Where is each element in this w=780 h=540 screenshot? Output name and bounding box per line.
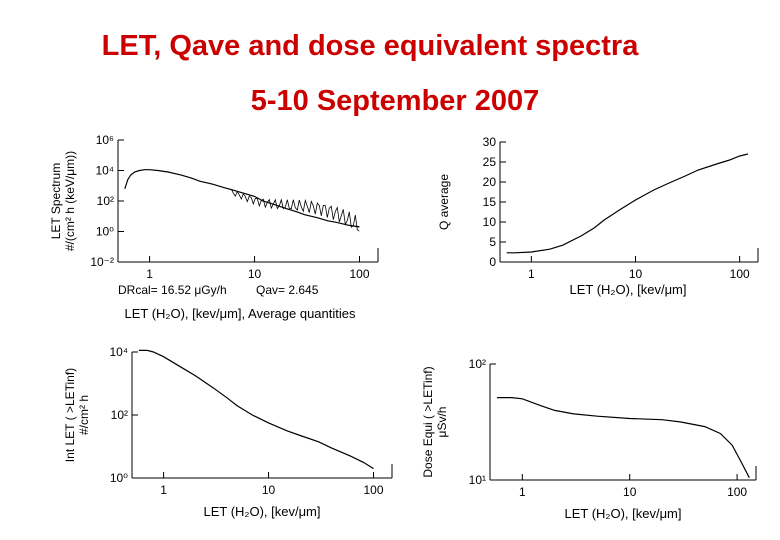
integral-let-x-tick-label: 10 bbox=[262, 483, 276, 497]
let-spectrum-y-label-line2: #/(cm² h (keV/μm)) bbox=[63, 151, 77, 251]
integral-let-y-tick-label: 10⁰ bbox=[110, 471, 128, 485]
dose-equivalent-y-label-line1: Dose Equi ( >LETinf) bbox=[421, 366, 435, 477]
dose-equivalent-x-tick-label: 10 bbox=[623, 485, 637, 499]
q-average-y-label: Q average bbox=[437, 174, 451, 230]
let-spectrum-y-tick-label: 10⁻² bbox=[90, 255, 114, 269]
integral-let-y-tick-label: 10⁴ bbox=[109, 345, 128, 359]
q-average-x-label: LET (H₂O), [kev/μm] bbox=[569, 282, 686, 297]
q-average-x-tick-label: 1 bbox=[528, 267, 535, 281]
q-average-y-tick-label: 10 bbox=[483, 215, 497, 229]
integral-let-x-label: LET (H₂O), [kev/μm] bbox=[203, 504, 320, 519]
q-average-x-tick-label: 100 bbox=[730, 267, 750, 281]
let-spectrum-x-label: LET (H₂O), [kev/μm], Average quantities bbox=[125, 306, 356, 321]
dose-equivalent-x-tick-label: 100 bbox=[727, 485, 747, 499]
let-spectrum-series-noise bbox=[230, 188, 360, 232]
q-average-series-line bbox=[506, 153, 749, 254]
q-average-y-tick-label: 25 bbox=[483, 155, 497, 169]
let-spectrum-y-label-line1: LET Spectrum bbox=[49, 163, 63, 239]
integral-let-x-tick-label: 1 bbox=[160, 483, 167, 497]
q-average-y-tick-label: 0 bbox=[489, 255, 496, 269]
let-spectrum-series-line bbox=[124, 169, 360, 228]
integral-let-series-line bbox=[138, 349, 374, 470]
let-spectrum-x-tick-label: 100 bbox=[350, 267, 370, 281]
page-subtitle: 5-10 September 2007 bbox=[250, 85, 540, 117]
let-spectrum-y-tick-label: 10⁴ bbox=[95, 164, 114, 178]
q-average-y-tick-label: 5 bbox=[489, 235, 496, 249]
q-average-y-tick-label: 15 bbox=[483, 195, 497, 209]
q-average-x-tick-label: 10 bbox=[629, 267, 643, 281]
let-spectrum-x-tick-label: 10 bbox=[248, 267, 262, 281]
let-spectrum-y-tick-label: 10² bbox=[97, 194, 114, 208]
dose-equivalent-y-tick-label: 10¹ bbox=[469, 473, 486, 487]
dose-equivalent-x-label: LET (H₂O), [kev/μm] bbox=[564, 506, 681, 521]
dose-equivalent-x-tick-label: 1 bbox=[519, 485, 526, 499]
integral-let-y-label-line1: Int LET ( >LETinf) bbox=[63, 368, 77, 462]
dose-equivalent-series-line bbox=[496, 397, 750, 478]
let-spectrum-y-tick-label: 10⁰ bbox=[96, 225, 114, 239]
let-spectrum-qav-annotation: Qav= 2.645 bbox=[256, 283, 319, 297]
integral-let-y-tick-label: 10² bbox=[111, 408, 128, 422]
let-spectrum-y-tick-label: 10⁶ bbox=[96, 133, 114, 147]
q-average-y-tick-label: 20 bbox=[483, 175, 497, 189]
let-spectrum-dose-annotation: DRcal= 16.52 μGy/h bbox=[118, 283, 227, 297]
dose-equivalent-y-label-line2: μSv/h bbox=[435, 407, 449, 438]
dose-equivalent-y-tick-label: 10² bbox=[469, 357, 486, 371]
q-average-y-tick-label: 30 bbox=[483, 135, 497, 149]
integral-let-y-label-line2: #/cm² h bbox=[77, 395, 91, 435]
integral-let-x-tick-label: 100 bbox=[364, 483, 384, 497]
let-spectrum-x-tick-label: 1 bbox=[146, 267, 153, 281]
page-title: LET, Qave and dose equivalent spectra bbox=[101, 30, 639, 62]
